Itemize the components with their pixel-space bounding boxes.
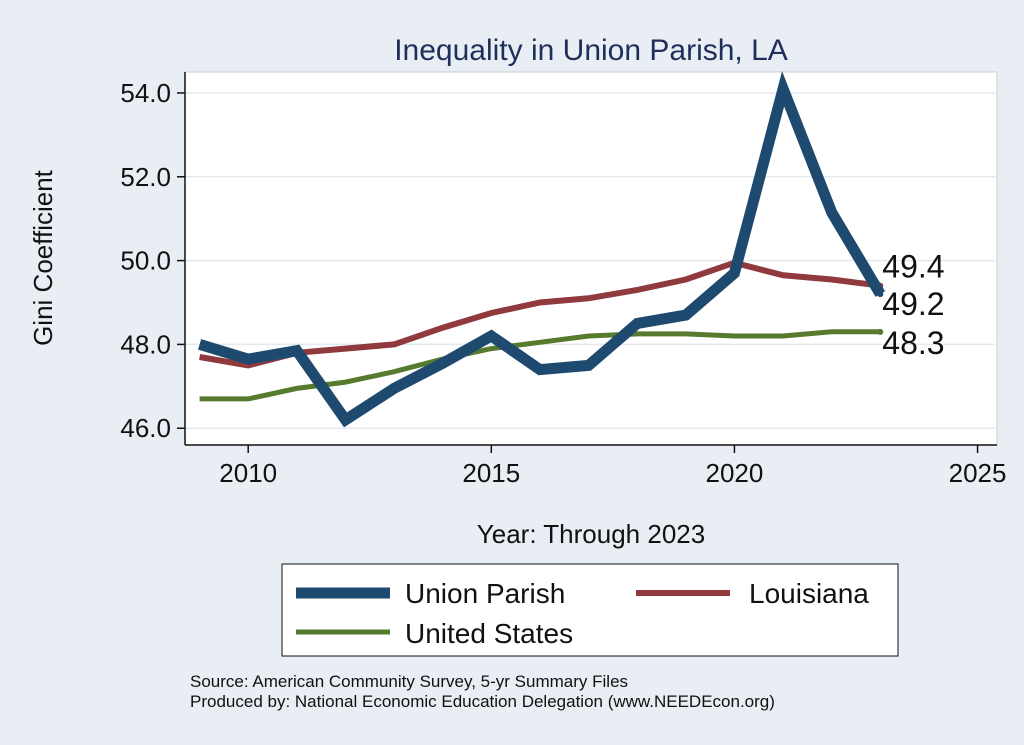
x-tick-label: 2015 [462,458,520,488]
end-label-united-states: 48.3 [882,325,944,361]
endpoint-marker-union-parish [877,291,884,298]
legend: Union Parish Louisiana United States [281,563,899,657]
producer-line: Produced by: National Economic Education… [190,692,775,711]
series-line-united-states [199,329,881,402]
source-line: Source: American Community Survey, 5-yr … [190,672,629,691]
legend-box [281,563,899,657]
y-tick-label: 52.0 [120,162,171,192]
x-tick-label: 2010 [219,458,277,488]
gridlines [185,92,997,429]
end-labels: 49.249.4 48.3 [882,249,944,361]
y-tick-label: 54.0 [120,78,171,108]
y-tick-label: 50.0 [120,246,171,276]
x-ticks: 2010 2015 2020 2025 [219,445,1006,488]
x-tick-label: 2025 [949,458,1007,488]
y-ticks: 46.0 48.0 50.0 52.0 54.0 [120,78,185,443]
end-label-union-parish: 49.2 [882,286,944,322]
legend-label-louisiana: Louisiana [749,578,869,609]
axes [184,72,997,446]
series-line-louisiana [199,259,881,369]
y-axis-title: Gini Coefficient [28,169,58,346]
legend-label-union-parish: Union Parish [405,578,565,609]
source-note: Source: American Community Survey, 5-yr … [190,672,775,712]
legend-label-united-states: United States [405,618,573,649]
chart-title: Inequality in Union Parish, LA [394,34,788,67]
series-line-union-parish [198,71,886,428]
x-tick-label: 2020 [706,458,764,488]
y-tick-label: 48.0 [120,329,171,359]
x-axis-title: Year: Through 2023 [477,519,705,549]
end-label-louisiana: 49.4 [882,249,944,285]
endpoint-marker-united-states [877,328,884,335]
y-tick-label: 46.0 [120,413,171,443]
series-lines [198,71,886,428]
